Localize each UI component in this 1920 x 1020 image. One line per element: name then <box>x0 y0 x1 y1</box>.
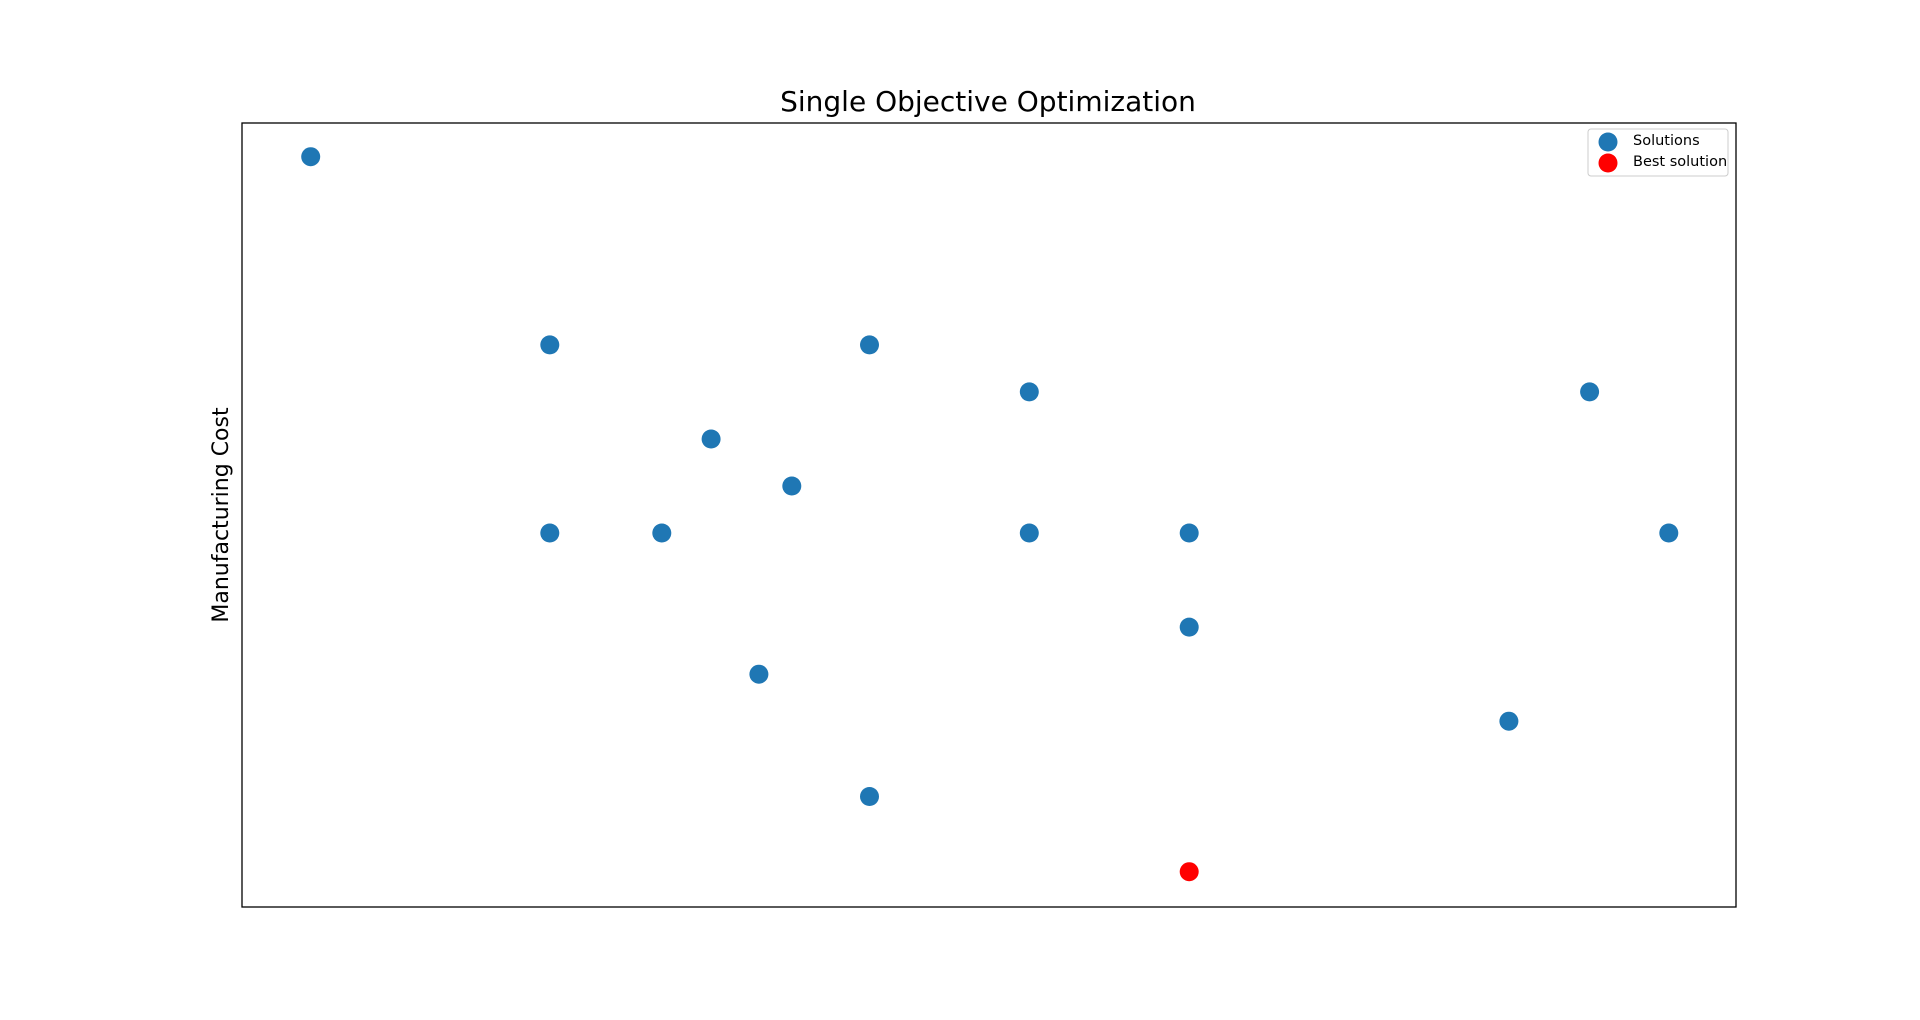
solution-point <box>652 523 672 543</box>
solution-point <box>1179 523 1199 543</box>
best-solution-point <box>1179 862 1199 882</box>
solution-point <box>860 335 879 355</box>
solution-point <box>860 787 879 806</box>
solution-point <box>1659 523 1679 543</box>
legend-box <box>1587 128 1729 177</box>
legend-marker-best-solution <box>1598 153 1618 173</box>
chart-title: Single Objective Optimization <box>780 85 1196 118</box>
solution-point <box>301 147 321 167</box>
plot-frame <box>241 122 1737 908</box>
solution-point <box>1019 382 1039 402</box>
series-solutions <box>301 147 1679 806</box>
series-best-solution <box>1179 862 1199 882</box>
legend: Solutions Best solution <box>1587 128 1729 177</box>
y-axis-label: Manufacturing Cost <box>209 407 234 623</box>
solution-point <box>540 523 560 543</box>
legend-label-solutions: Solutions <box>1633 133 1700 149</box>
points-layer <box>301 147 1679 882</box>
solution-point <box>782 476 802 496</box>
solution-point <box>1499 711 1519 731</box>
solution-point <box>1580 382 1600 402</box>
solution-point <box>1179 617 1199 637</box>
legend-label-best-solution: Best solution <box>1633 154 1727 170</box>
solution-point <box>749 664 769 684</box>
solution-point <box>540 335 560 355</box>
legend-marker-solutions <box>1598 132 1618 152</box>
solution-point <box>701 429 721 449</box>
solution-point <box>1019 523 1039 543</box>
